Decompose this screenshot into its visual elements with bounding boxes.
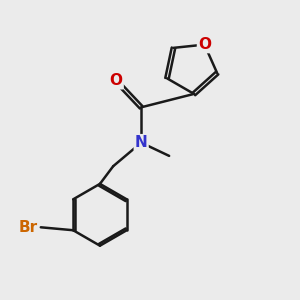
Text: Br: Br	[19, 220, 38, 235]
Text: N: N	[135, 135, 148, 150]
Text: O: O	[198, 37, 211, 52]
Text: O: O	[110, 73, 123, 88]
